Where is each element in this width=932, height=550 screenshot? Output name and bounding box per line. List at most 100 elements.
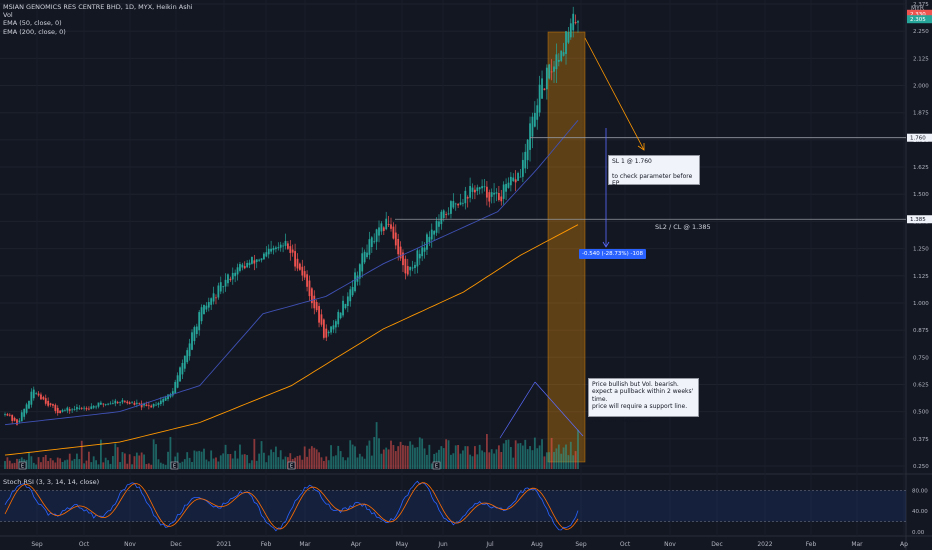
candle-body xyxy=(303,271,306,278)
measure-label[interactable]: -0.540 (-28.73%) -108 xyxy=(579,249,646,259)
volume-bar xyxy=(200,451,203,469)
volume-bar xyxy=(471,456,474,469)
price-label: 2.305 xyxy=(910,17,926,23)
volume-bar xyxy=(35,464,38,469)
volume-bar xyxy=(215,457,217,469)
volume-bar xyxy=(567,455,570,469)
earnings-marker xyxy=(170,461,179,470)
volume-bar xyxy=(358,453,361,469)
volume-bar xyxy=(279,450,282,469)
volume-bar xyxy=(205,459,208,469)
volume-bar xyxy=(521,445,524,469)
volume-bar xyxy=(497,445,500,469)
x-tick-label: Feb xyxy=(261,541,272,548)
candle-body xyxy=(385,218,388,230)
volume-bar xyxy=(95,460,98,469)
volume-bar xyxy=(325,456,328,469)
volume-bar xyxy=(212,458,215,469)
candle-body xyxy=(78,407,81,409)
sl1-note[interactable]: SL 1 @ 1.760 to check parameter before E… xyxy=(608,155,700,187)
price-axis[interactable]: 2.3752.2502.1252.0001.8751.7501.6251.500… xyxy=(907,2,932,536)
candle-body xyxy=(73,409,76,410)
candle-body xyxy=(370,237,373,248)
candle-body xyxy=(107,403,109,405)
candle-body xyxy=(536,105,539,120)
volume-bar xyxy=(135,452,138,469)
volume-bar xyxy=(138,455,141,469)
volume-bar xyxy=(11,463,14,469)
candle-body xyxy=(490,192,493,197)
volume-bar xyxy=(42,457,45,469)
x-tick-label: Feb xyxy=(806,541,817,548)
volume-bar xyxy=(435,452,438,469)
legend-ema50[interactable]: EMA (50, close, 0) xyxy=(3,19,62,28)
candle-body xyxy=(560,50,563,61)
candle-body xyxy=(30,391,33,405)
candle-body xyxy=(387,223,390,225)
candle-body xyxy=(42,396,45,400)
y-tick-label: 2.000 xyxy=(913,84,929,90)
volume-bar xyxy=(346,457,349,469)
candle-body xyxy=(457,203,460,206)
volume-bar xyxy=(361,456,364,469)
currency-label[interactable]: MYR xyxy=(910,5,924,12)
volume-bar xyxy=(301,459,304,469)
time-axis[interactable]: Sep Oct Nov Dec 2021 Feb Mar Apr May Jun Jul Aug Sep… xyxy=(31,541,908,548)
volume-bar xyxy=(133,456,136,469)
candle-body xyxy=(301,266,304,276)
candle-body xyxy=(344,303,347,309)
volume-bar xyxy=(246,455,249,469)
volume-bar xyxy=(349,440,352,469)
volume-bar xyxy=(119,462,121,469)
candle-body xyxy=(258,259,261,261)
candle-body xyxy=(97,402,100,407)
volume-bar xyxy=(318,452,320,469)
x-tick-label: Jul xyxy=(485,541,494,548)
candle-body xyxy=(243,266,246,269)
rsi-legend[interactable]: Stoch RSI (3, 3, 14, 14, close) xyxy=(3,478,100,486)
analysis-note[interactable]: Price bullish but Vol. bearish. expect a… xyxy=(588,378,699,424)
y-tick-label: 0.875 xyxy=(913,328,929,334)
candle-body xyxy=(162,399,165,403)
volume-bar xyxy=(474,446,476,469)
sl2-label[interactable]: SL2 / CL @ 1.385 xyxy=(655,223,711,231)
volume-bar xyxy=(351,444,354,469)
x-tick-label: Dec xyxy=(711,541,723,548)
candle-body xyxy=(66,407,69,411)
legend-vol[interactable]: Vol xyxy=(3,11,13,20)
volume-bar xyxy=(418,437,421,469)
volume-bar xyxy=(109,463,112,469)
volume-bar xyxy=(519,443,522,469)
candle-body xyxy=(150,405,153,408)
candle-body xyxy=(186,350,189,363)
volume-bar xyxy=(147,463,150,469)
volume-bar xyxy=(128,454,131,469)
volume-bar xyxy=(332,456,335,469)
volume-bar xyxy=(526,449,529,469)
volume-bar xyxy=(243,454,246,469)
volume-bar xyxy=(203,448,205,469)
volume-bar xyxy=(382,449,385,469)
candle-body xyxy=(28,400,30,409)
volume-bar xyxy=(342,457,344,469)
candle-body xyxy=(354,272,356,292)
volume-bar xyxy=(284,456,287,469)
volume-bar xyxy=(555,448,558,469)
volume-bar xyxy=(61,461,64,469)
volume-bar xyxy=(116,447,119,469)
candle-body xyxy=(159,400,162,405)
volume-bar xyxy=(275,446,277,469)
legend-ema200[interactable]: EMA (200, close, 0) xyxy=(3,27,66,36)
candle-body xyxy=(239,264,241,271)
volume-bar xyxy=(263,452,265,469)
volume-bar xyxy=(157,459,160,469)
volume-bar xyxy=(13,462,16,469)
volume-bar xyxy=(476,454,479,469)
volume-bar xyxy=(541,439,543,469)
volume-bar xyxy=(442,448,445,469)
x-tick-label: Oct xyxy=(620,541,631,548)
symbol-title[interactable]: MSIAN GENOMICS RES CENTRE BHD, 1D, MYX, … xyxy=(3,3,193,11)
candle-body xyxy=(394,232,397,246)
